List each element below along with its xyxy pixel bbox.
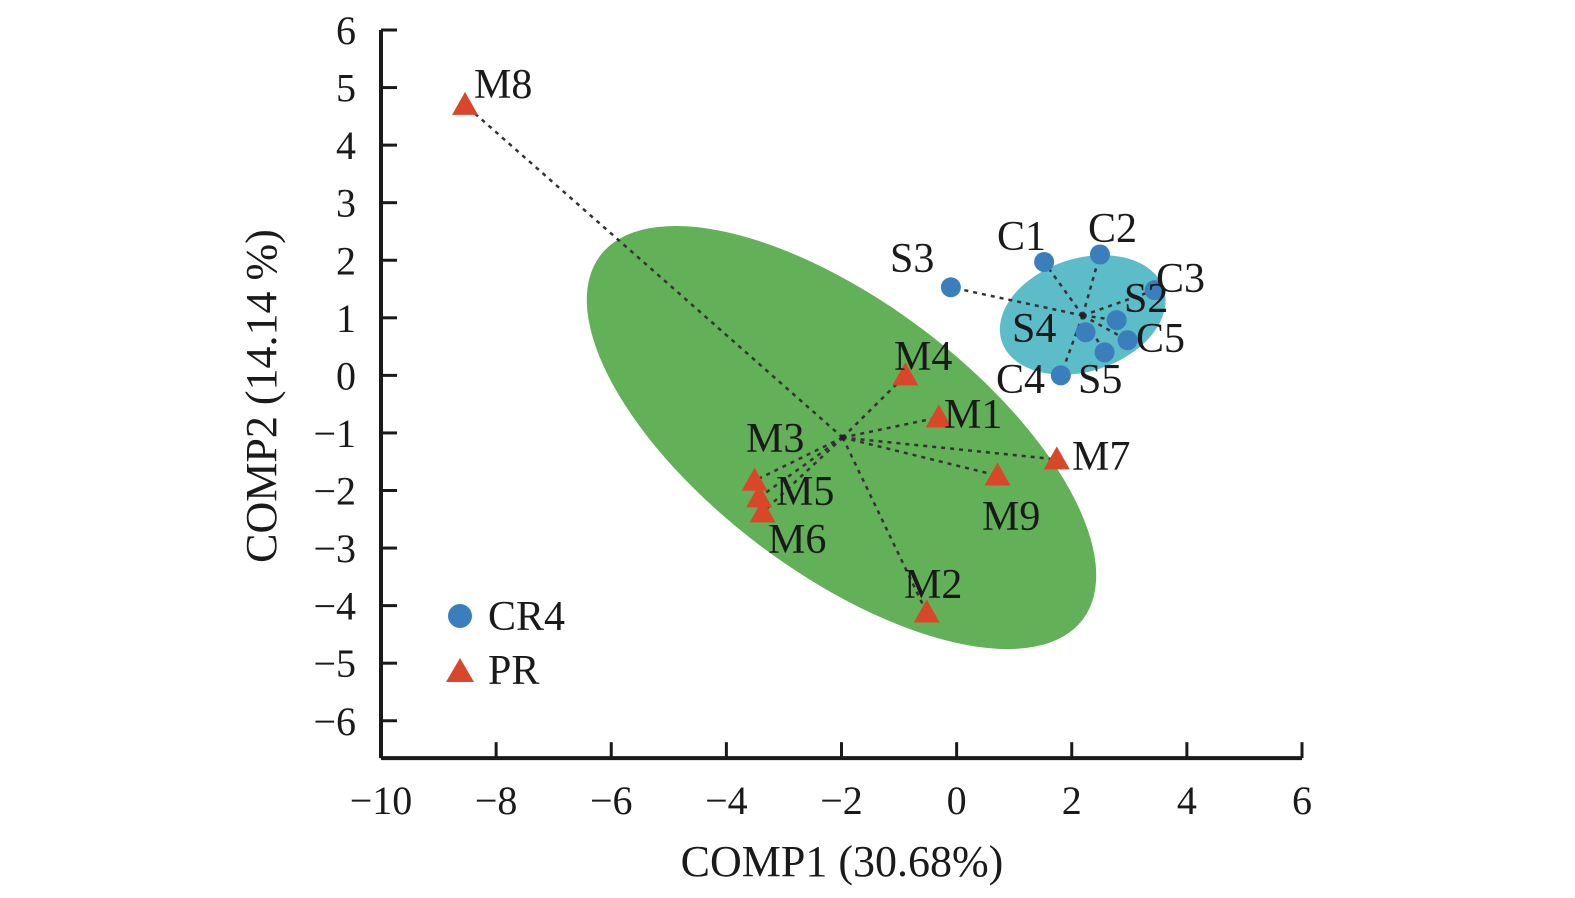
y-tick-label: −2 <box>313 469 356 514</box>
point-label-c3: C3 <box>1156 256 1205 302</box>
point-c3 <box>1144 280 1165 301</box>
point-c2 <box>1089 244 1110 265</box>
x-tick-label: −6 <box>590 778 633 823</box>
x-tick-label: −4 <box>705 778 748 823</box>
point-c1 <box>1034 251 1055 272</box>
y-tick-label: 4 <box>336 123 356 168</box>
spoke-m4 <box>841 374 907 439</box>
point-label-s2: S2 <box>1124 276 1168 322</box>
point-label-m4: M4 <box>894 334 952 380</box>
y-tick-label: 3 <box>336 181 356 226</box>
legend-label-pr: PR <box>488 648 539 694</box>
y-tick-label: 5 <box>336 66 356 111</box>
spoke-m8 <box>464 103 844 439</box>
point-label-m5: M5 <box>776 469 834 515</box>
x-tick-label: −2 <box>820 778 863 823</box>
centroid-cr4 <box>1079 312 1086 319</box>
legend: CR4 PR <box>446 594 565 694</box>
point-m9 <box>984 462 1011 486</box>
y-tick-label: −3 <box>313 526 356 571</box>
point-label-s5: S5 <box>1078 357 1122 403</box>
point-label-m6: M6 <box>768 517 826 563</box>
point-label-m3: M3 <box>746 416 804 462</box>
data-points <box>452 91 1165 623</box>
y-tick-label: −1 <box>313 411 356 456</box>
point-label-m8: M8 <box>474 62 532 108</box>
point-s4 <box>1075 322 1096 343</box>
spoke-m6 <box>761 436 844 514</box>
y-tick-label: 2 <box>336 238 356 283</box>
y-axis-title: COMP2 (14.14 %) <box>237 229 286 563</box>
y-tick-label: 1 <box>336 296 356 341</box>
point-label-c4: C4 <box>996 357 1045 403</box>
point-label-m9: M9 <box>982 494 1040 540</box>
y-tick-label: −4 <box>313 584 356 629</box>
point-label-c1: C1 <box>997 214 1046 260</box>
x-axis-title: COMP1 (30.68%) <box>681 837 1004 886</box>
spoke-m1 <box>842 416 940 439</box>
x-tick-label: 0 <box>947 778 967 823</box>
legend-marker-pr <box>446 658 474 682</box>
y-tick-label: −5 <box>313 641 356 686</box>
point-m2 <box>913 599 940 623</box>
point-m5 <box>746 484 773 508</box>
point-m8 <box>452 91 479 115</box>
point-label-c2: C2 <box>1088 206 1137 252</box>
point-m1 <box>925 404 952 428</box>
point-m3 <box>741 467 768 491</box>
legend-label-cr4: CR4 <box>488 594 565 640</box>
spoke-c3 <box>1082 289 1156 317</box>
centroid-pr <box>839 434 846 441</box>
axes: 6 5 4 3 2 1 0 −1 −2 −3 −4 −5 −6 −10 −8 −6 −4 −2 0 2 4 6 <box>313 8 1312 823</box>
x-tick-label: 2 <box>1062 778 1082 823</box>
point-c4 <box>1050 365 1071 386</box>
x-ticks: −10 −8 −6 −4 −2 0 2 4 6 <box>350 742 1312 823</box>
point-c5 <box>1117 330 1138 351</box>
x-tick-label: 4 <box>1177 778 1197 823</box>
y-ticks: 6 5 4 3 2 1 0 −1 −2 −3 −4 −5 −6 <box>313 8 397 744</box>
point-label-m7: M7 <box>1072 434 1130 480</box>
y-tick-label: 0 <box>336 353 356 398</box>
point-label-c5: C5 <box>1136 316 1185 362</box>
y-tick-label: −6 <box>313 699 356 744</box>
x-tick-label: −8 <box>475 778 518 823</box>
x-tick-label: 6 <box>1292 778 1312 823</box>
spoke-c2 <box>1081 254 1102 316</box>
point-s5 <box>1094 342 1115 363</box>
y-tick-label: 6 <box>336 8 356 53</box>
spoke-c1 <box>1043 261 1084 317</box>
point-s2 <box>1106 310 1127 331</box>
point-label-s4: S4 <box>1012 306 1056 352</box>
point-label-m2: M2 <box>904 562 962 608</box>
point-s3 <box>940 277 961 298</box>
point-m7 <box>1043 446 1070 470</box>
point-label-m1: M1 <box>944 392 1002 438</box>
point-m6 <box>749 499 776 523</box>
point-label-s3: S3 <box>890 236 934 282</box>
legend-marker-cr4 <box>448 604 472 628</box>
x-tick-label: −10 <box>350 778 413 823</box>
spoke-m3 <box>754 436 844 482</box>
point-m4 <box>892 362 919 386</box>
